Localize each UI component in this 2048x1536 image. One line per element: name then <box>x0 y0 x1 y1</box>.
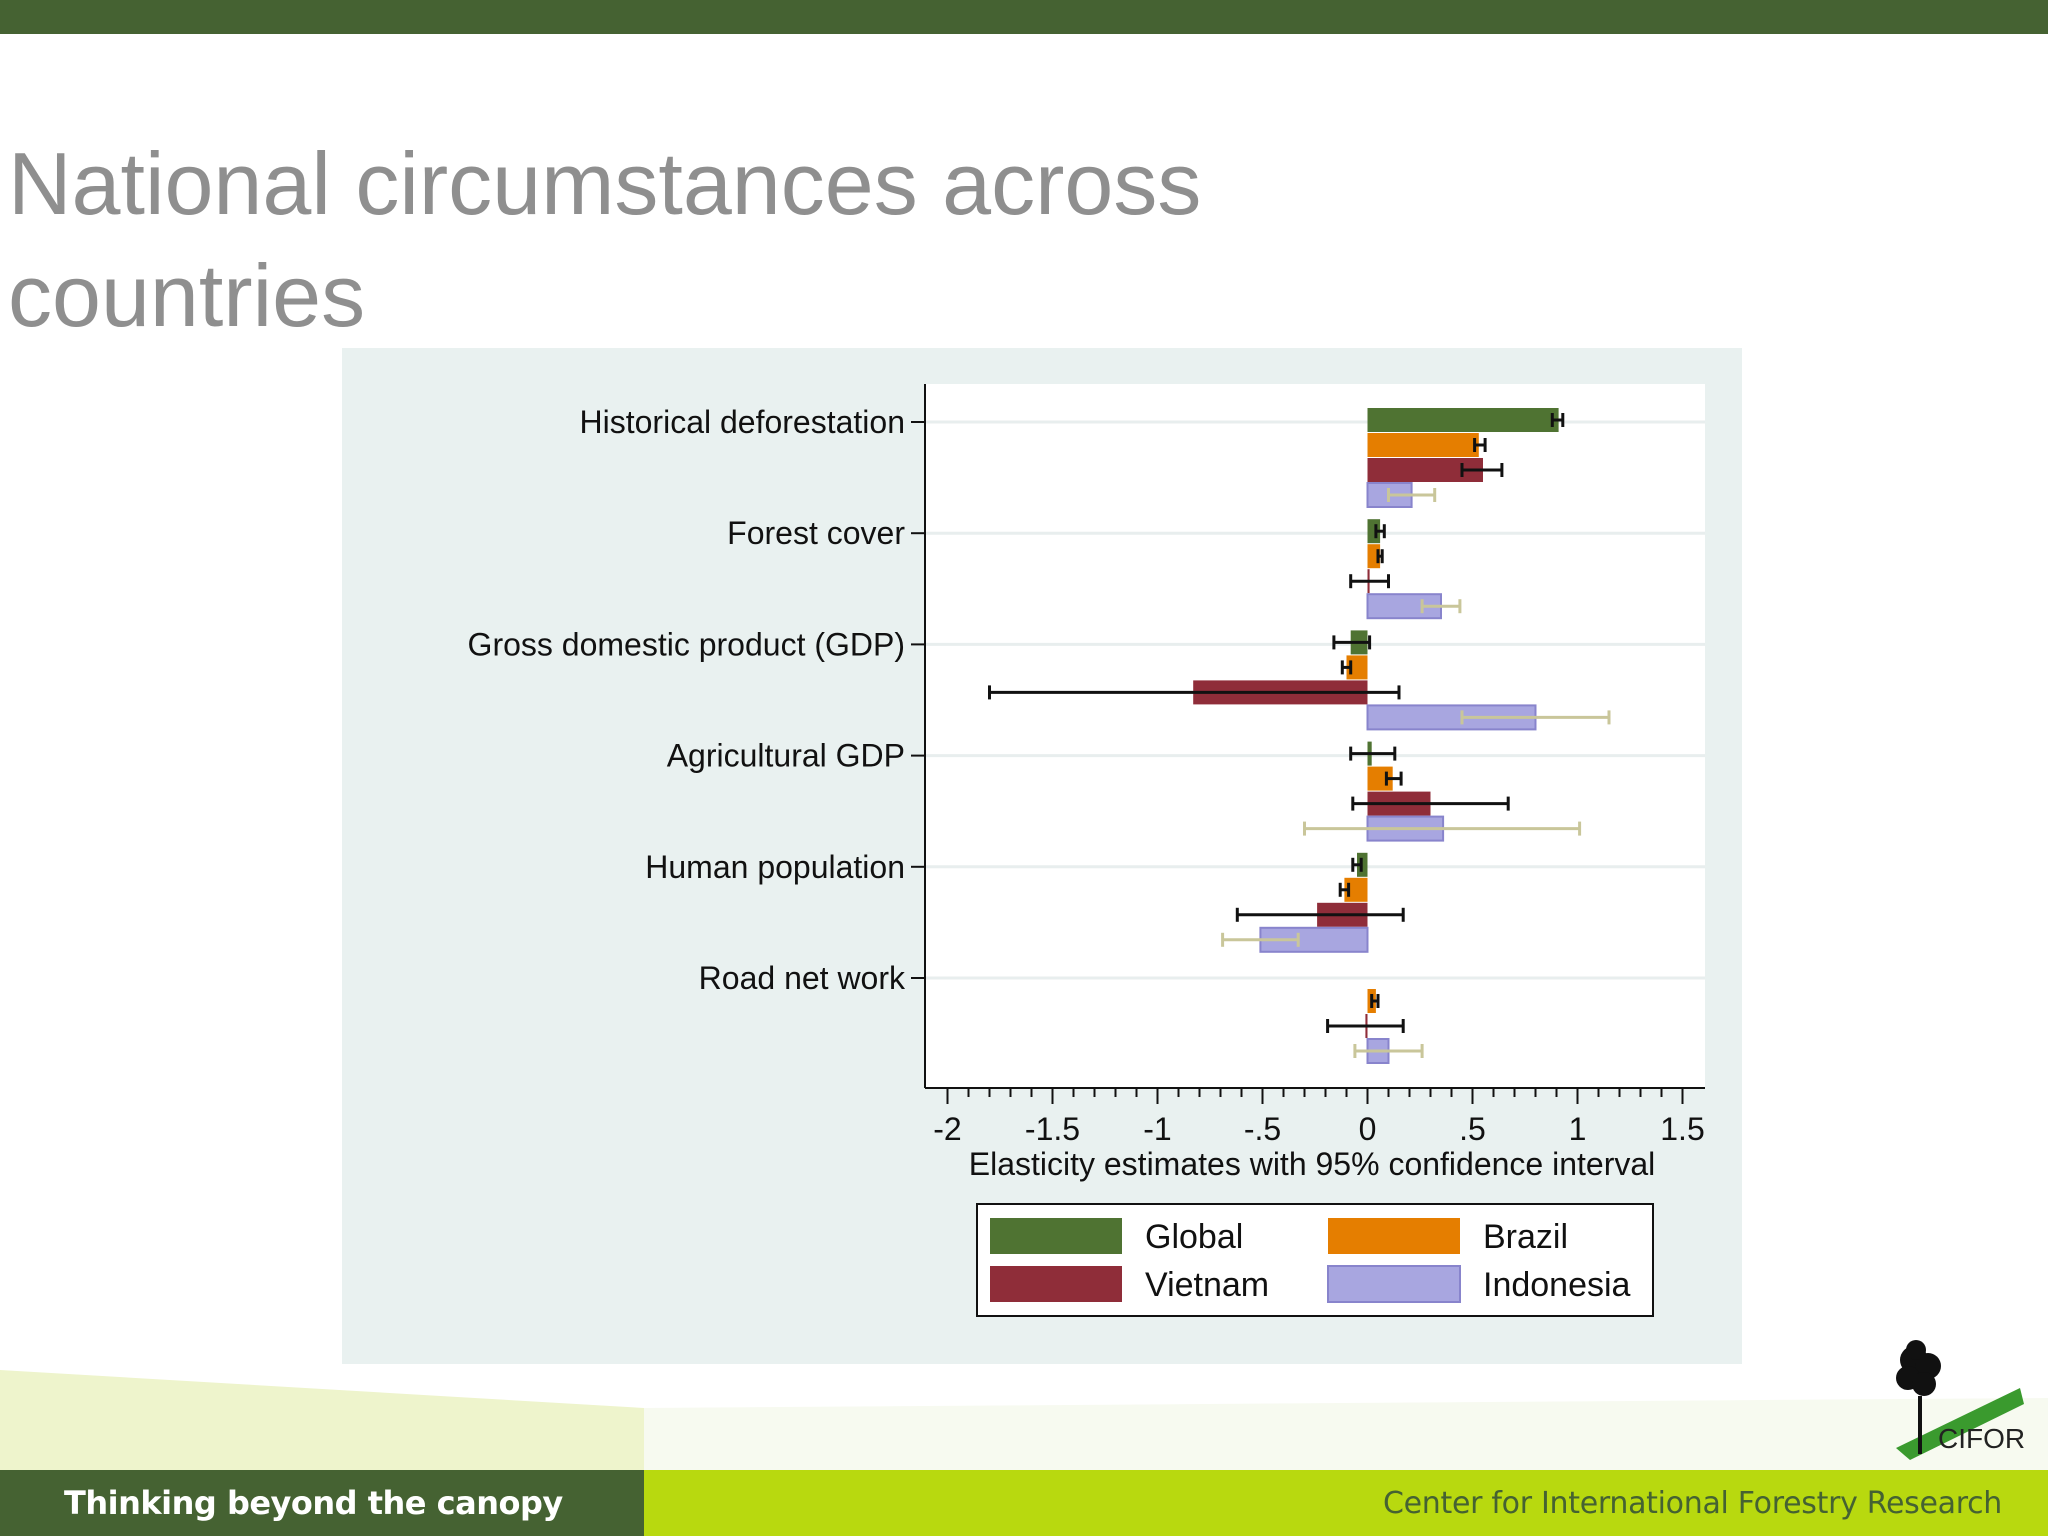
legend-swatch-vietnam <box>990 1266 1122 1302</box>
legend-label-global: Global <box>1145 1218 1243 1256</box>
footer-org-name: Center for International Forestry Resear… <box>1383 1486 2002 1521</box>
legend-label-indonesia: Indonesia <box>1483 1266 1631 1304</box>
slide-title: National circumstances across countries <box>8 128 1408 352</box>
legend-swatch-global <box>990 1218 1122 1254</box>
footer-left-band <box>0 1470 644 1536</box>
x-tick-label: -1 <box>1143 1111 1171 1147</box>
category-label: Gross domestic product (GDP) <box>468 626 905 662</box>
category-label: Human population <box>645 849 905 885</box>
legend-swatch-brazil <box>1328 1218 1460 1254</box>
cifor-logo: CIFOR <box>1896 1340 2025 1460</box>
x-tick-label: -.5 <box>1244 1111 1281 1147</box>
title-line-1: National circumstances across <box>8 134 1202 233</box>
logo-text: CIFOR <box>1938 1423 2025 1454</box>
x-tick-label: 0 <box>1359 1111 1377 1147</box>
legend-swatch-indonesia <box>1327 1265 1461 1303</box>
logo-swoosh <box>1896 1388 2024 1460</box>
category-label: Historical deforestation <box>580 404 905 440</box>
x-tick-label: 1.5 <box>1660 1111 1704 1147</box>
footer-fade <box>0 1370 2048 1470</box>
legend-label-vietnam: Vietnam <box>1145 1266 1269 1304</box>
x-tick-label: 1 <box>1569 1111 1587 1147</box>
bar-global <box>1367 408 1559 432</box>
footer-right-band <box>644 1470 2048 1536</box>
x-tick-label: -1.5 <box>1025 1111 1080 1147</box>
category-label: Agricultural GDP <box>667 738 905 774</box>
logo-tree-trunk <box>1918 1396 1922 1454</box>
x-axis-label: Elasticity estimates with 95% confidence… <box>969 1146 1656 1182</box>
plot-area <box>925 384 1705 1088</box>
x-tick-label: .5 <box>1459 1111 1486 1147</box>
bar-brazil <box>1367 433 1479 457</box>
title-line-2: countries <box>8 246 366 345</box>
category-label: Road net work <box>699 960 906 996</box>
footer-tagline: Thinking beyond the canopy <box>64 1484 563 1522</box>
category-label: Forest cover <box>727 515 905 551</box>
top-bar <box>0 0 2048 34</box>
bar-brazil <box>1344 877 1368 902</box>
legend-label-brazil: Brazil <box>1483 1218 1568 1256</box>
x-tick-label: -2 <box>933 1111 961 1147</box>
